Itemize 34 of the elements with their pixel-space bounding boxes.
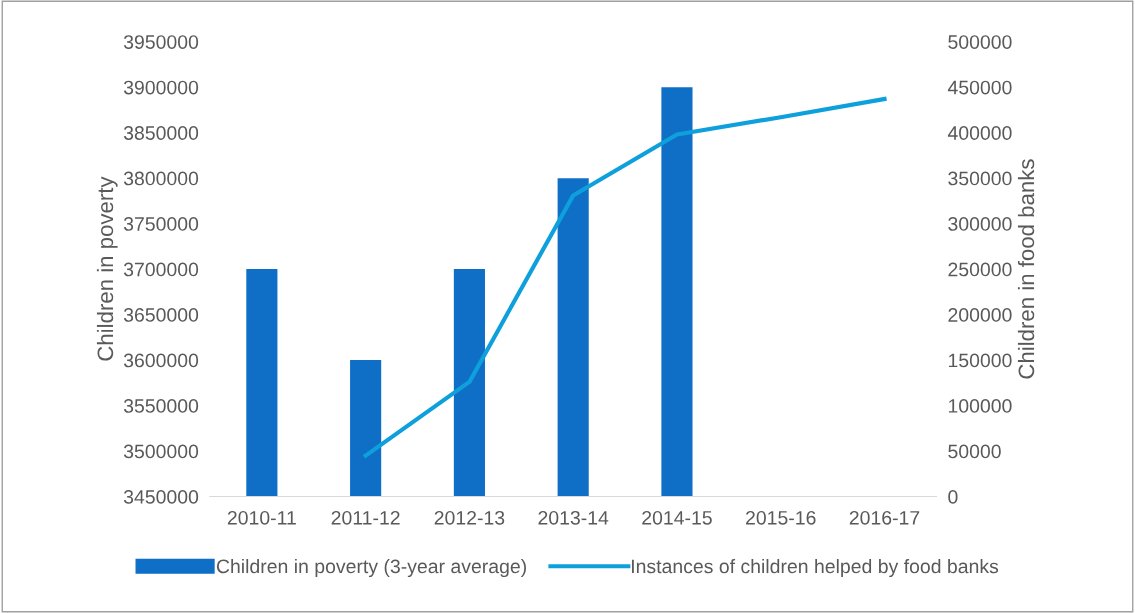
y2-tick-label: 50000 <box>948 444 1001 459</box>
y-axis-title: Children in poverty <box>96 176 118 361</box>
y-tick-label: 3650000 <box>123 308 199 322</box>
y2-tick-label: 100000 <box>948 399 1012 413</box>
x-tick-label: 2012-13 <box>434 510 505 525</box>
y2-tick-label: 300000 <box>948 217 1012 231</box>
y2-tick-label: 200000 <box>948 308 1012 322</box>
y2-axis-title: Children in food banks <box>1017 159 1035 379</box>
y2-tick-label: 450000 <box>947 80 1012 95</box>
x-tick-label: 2014-15 <box>642 510 712 525</box>
x-tick-label: 2016-17 <box>849 510 920 525</box>
y2-tick-label: 350000 <box>948 171 1012 186</box>
y2-tick-label: 150000 <box>948 353 1012 368</box>
x-tick-label: 2010-11 <box>227 510 296 525</box>
y-tick-label: 3900000 <box>123 80 199 95</box>
y-tick-label: 3600000 <box>123 353 199 368</box>
y-tick-label: 3700000 <box>123 262 199 277</box>
x-tick-label: 2013-14 <box>538 510 609 525</box>
x-tick-label: 2011-12 <box>331 510 400 525</box>
y-tick-label: 3550000 <box>123 399 199 413</box>
y2-tick-label: 0 <box>948 490 958 504</box>
legend-label: Children in poverty (3-year average) <box>216 558 526 578</box>
y2-tick-label: 500000 <box>948 35 1012 49</box>
y2-tick-label: 400000 <box>947 126 1012 140</box>
y-tick-label: 3450000 <box>123 490 199 504</box>
y-tick-label: 3950000 <box>123 35 199 49</box>
x-tick-label: 2015-16 <box>746 510 816 525</box>
legend-label: Instances of children helped by food banks <box>632 558 999 578</box>
y-tick-label: 3750000 <box>123 217 199 231</box>
y-tick-label: 3800000 <box>123 171 199 186</box>
line-series <box>363 96 887 458</box>
y2-tick-label: 250000 <box>948 262 1012 277</box>
y-tick-label: 3500000 <box>123 444 199 459</box>
y-tick-label: 3850000 <box>123 126 199 140</box>
